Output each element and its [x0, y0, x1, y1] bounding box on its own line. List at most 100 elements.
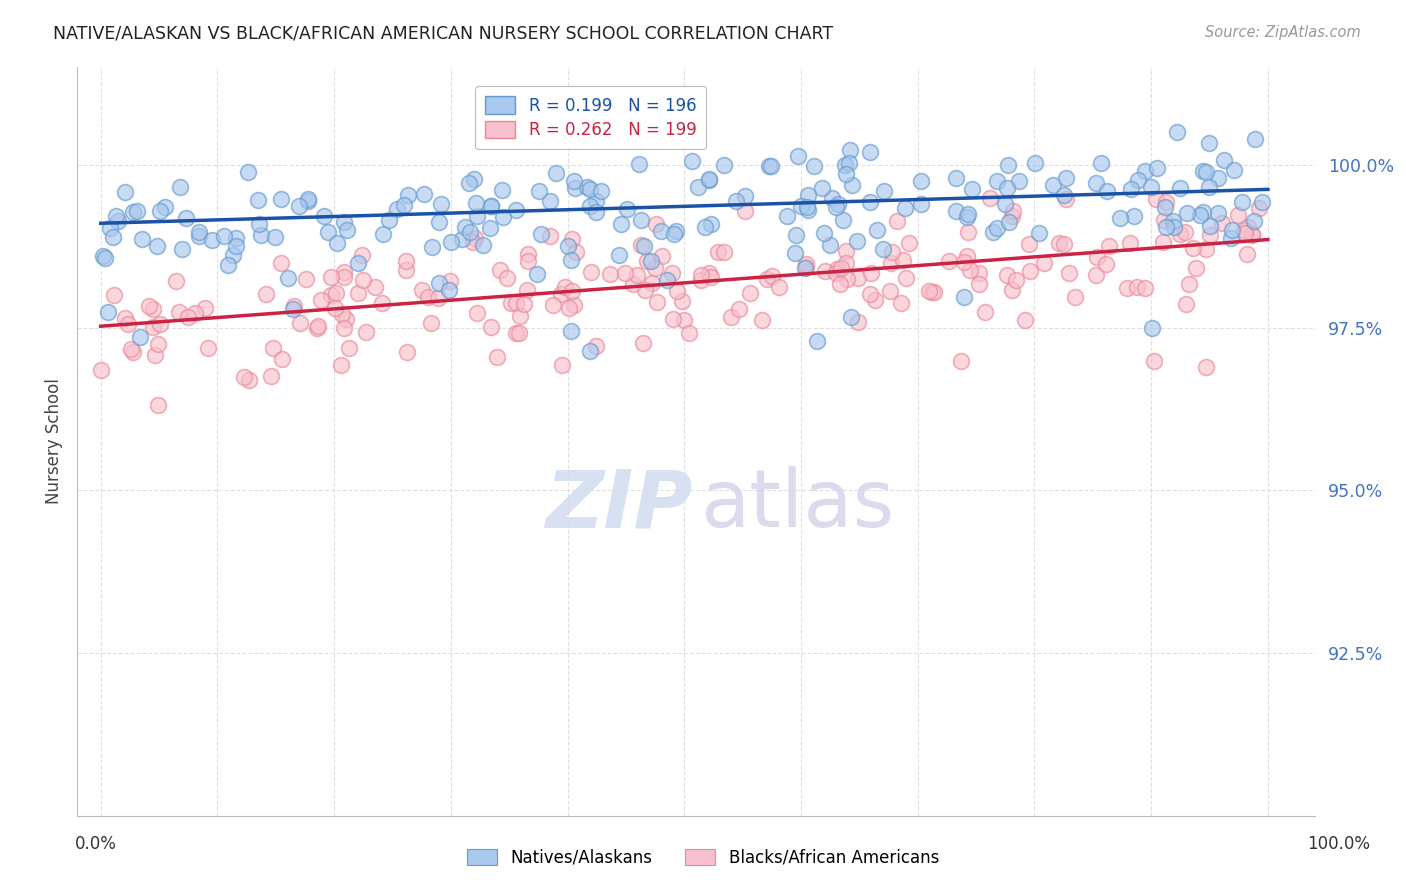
Point: [238, 373, 260, 387]
Point: [997, 158, 1019, 172]
Point: [146, 337, 169, 351]
Point: [1206, 206, 1229, 220]
Point: [1192, 205, 1215, 219]
Point: [1140, 321, 1163, 335]
Point: [758, 159, 780, 173]
Point: [260, 368, 283, 383]
Point: [671, 293, 693, 308]
Point: [325, 285, 347, 300]
Point: [201, 233, 224, 247]
Point: [761, 268, 783, 283]
Point: [794, 260, 817, 275]
Point: [825, 266, 848, 280]
Point: [1174, 225, 1197, 239]
Point: [756, 271, 779, 285]
Point: [505, 326, 527, 340]
Point: [491, 183, 513, 197]
Point: [1198, 136, 1220, 150]
Point: [626, 268, 648, 283]
Point: [314, 209, 336, 223]
Point: [1220, 223, 1243, 237]
Point: [146, 239, 169, 253]
Point: [554, 280, 576, 294]
Point: [651, 249, 673, 263]
Point: [330, 358, 353, 372]
Point: [437, 283, 460, 297]
Point: [803, 159, 825, 173]
Point: [578, 199, 600, 213]
Point: [316, 225, 339, 239]
Point: [636, 254, 658, 268]
Point: [101, 230, 124, 244]
Point: [465, 209, 488, 223]
Point: [529, 184, 551, 198]
Point: [707, 245, 730, 260]
Point: [98, 220, 121, 235]
Point: [835, 255, 858, 269]
Point: [91, 249, 114, 263]
Point: [794, 260, 817, 275]
Point: [785, 245, 807, 260]
Point: [492, 210, 515, 224]
Point: [1047, 236, 1070, 251]
Point: [866, 222, 889, 236]
Point: [1163, 220, 1185, 235]
Point: [859, 266, 882, 280]
Point: [1153, 200, 1175, 214]
Point: [330, 307, 353, 321]
Point: [787, 149, 810, 163]
Point: [488, 263, 510, 277]
Point: [794, 258, 817, 272]
Point: [734, 204, 756, 219]
Point: [728, 301, 751, 316]
Point: [672, 313, 695, 327]
Point: [377, 213, 399, 227]
Point: [986, 220, 1008, 235]
Point: [814, 263, 837, 277]
Point: [321, 269, 343, 284]
Point: [579, 344, 602, 359]
Text: Source: ZipAtlas.com: Source: ZipAtlas.com: [1205, 25, 1361, 40]
Point: [957, 207, 980, 221]
Point: [517, 247, 540, 261]
Point: [125, 204, 148, 219]
Point: [225, 239, 247, 253]
Point: [392, 198, 415, 212]
Point: [589, 184, 612, 198]
Point: [922, 285, 945, 299]
Point: [1166, 125, 1188, 139]
Point: [561, 232, 583, 246]
Point: [538, 194, 561, 208]
Point: [194, 301, 217, 315]
Point: [1198, 179, 1220, 194]
Point: [1085, 250, 1108, 264]
Point: [796, 200, 818, 214]
Point: [1195, 242, 1218, 256]
Text: atlas: atlas: [700, 467, 894, 544]
Point: [846, 270, 869, 285]
Point: [1182, 241, 1205, 255]
Point: [1014, 312, 1036, 326]
Point: [838, 143, 860, 157]
Point: [454, 220, 477, 235]
Point: [395, 254, 418, 268]
Point: [238, 164, 260, 178]
Point: [872, 242, 894, 256]
Point: [1097, 184, 1119, 198]
Point: [768, 280, 790, 294]
Point: [1154, 220, 1177, 235]
Point: [122, 204, 145, 219]
Point: [681, 153, 703, 168]
Point: [350, 248, 373, 262]
Point: [148, 318, 170, 332]
Point: [834, 158, 856, 172]
Point: [463, 172, 485, 186]
Point: [610, 218, 633, 232]
Point: [873, 184, 896, 198]
Point: [463, 235, 485, 249]
Point: [959, 263, 981, 277]
Point: [505, 203, 527, 218]
Point: [1220, 231, 1243, 245]
Point: [564, 126, 586, 140]
Point: [797, 202, 820, 217]
